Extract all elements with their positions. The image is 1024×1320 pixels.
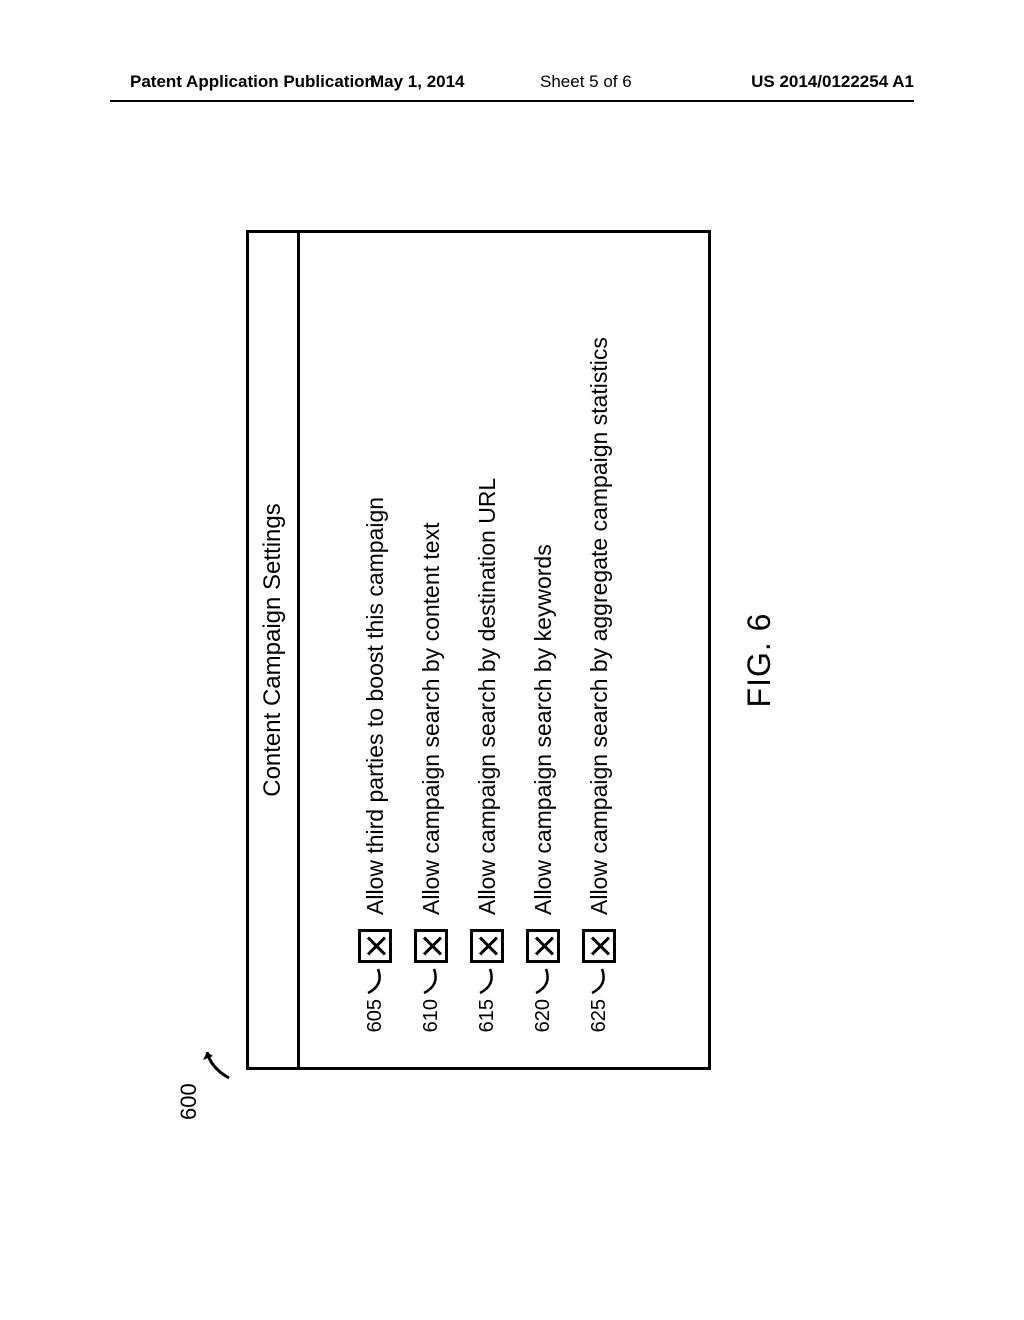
header-date: May 1, 2014 bbox=[370, 72, 465, 92]
panel-body: 605 Allow third parties to boost this ca… bbox=[300, 233, 708, 1067]
setting-row: 615 Allow campaign search by destination… bbox=[470, 257, 504, 1043]
panel-title: Content Campaign Settings bbox=[249, 233, 300, 1067]
checkbox-icon[interactable] bbox=[582, 929, 616, 963]
page: Patent Application Publication May 1, 20… bbox=[0, 0, 1024, 1320]
setting-label: Allow campaign search by aggregate campa… bbox=[586, 337, 613, 915]
setting-row: 620 Allow campaign search by keywords bbox=[526, 257, 560, 1043]
ref-number: 610 bbox=[420, 999, 443, 1043]
leader-line-icon bbox=[588, 967, 610, 995]
setting-label: Allow campaign search by content text bbox=[418, 523, 445, 915]
header-pubno: US 2014/0122254 A1 bbox=[751, 72, 914, 92]
leader-line-icon bbox=[532, 967, 554, 995]
leader-line-icon bbox=[476, 967, 498, 995]
checkbox-icon[interactable] bbox=[526, 929, 560, 963]
header-sheet: Sheet 5 of 6 bbox=[540, 72, 632, 92]
figure-group: 600 Content Campaign Settings 605 Allow … bbox=[246, 210, 778, 1110]
settings-panel: Content Campaign Settings 605 Allow thir… bbox=[246, 230, 711, 1070]
leader-arrow-icon bbox=[201, 1042, 241, 1082]
leader-line-icon bbox=[364, 967, 386, 995]
ref-number: 605 bbox=[364, 999, 387, 1043]
setting-label: Allow third parties to boost this campai… bbox=[362, 497, 389, 915]
figure-overall-ref: 600 bbox=[176, 1083, 202, 1120]
checkbox-icon[interactable] bbox=[414, 929, 448, 963]
page-header: Patent Application Publication May 1, 20… bbox=[0, 72, 1024, 102]
figure-inner: 600 Content Campaign Settings 605 Allow … bbox=[246, 210, 778, 1110]
setting-row: 625 Allow campaign search by aggregate c… bbox=[582, 257, 616, 1043]
checkbox-icon[interactable] bbox=[470, 929, 504, 963]
setting-row: 610 Allow campaign search by content tex… bbox=[414, 257, 448, 1043]
header-left: Patent Application Publication bbox=[130, 72, 375, 92]
figure-caption: FIG. 6 bbox=[741, 210, 778, 1110]
setting-row: 605 Allow third parties to boost this ca… bbox=[358, 257, 392, 1043]
ref-number: 625 bbox=[588, 999, 611, 1043]
checkbox-icon[interactable] bbox=[358, 929, 392, 963]
ref-number: 620 bbox=[532, 999, 555, 1043]
header-rule bbox=[110, 100, 914, 102]
setting-label: Allow campaign search by destination URL bbox=[474, 478, 501, 915]
leader-line-icon bbox=[420, 967, 442, 995]
setting-label: Allow campaign search by keywords bbox=[530, 544, 557, 915]
ref-number: 615 bbox=[476, 999, 499, 1043]
